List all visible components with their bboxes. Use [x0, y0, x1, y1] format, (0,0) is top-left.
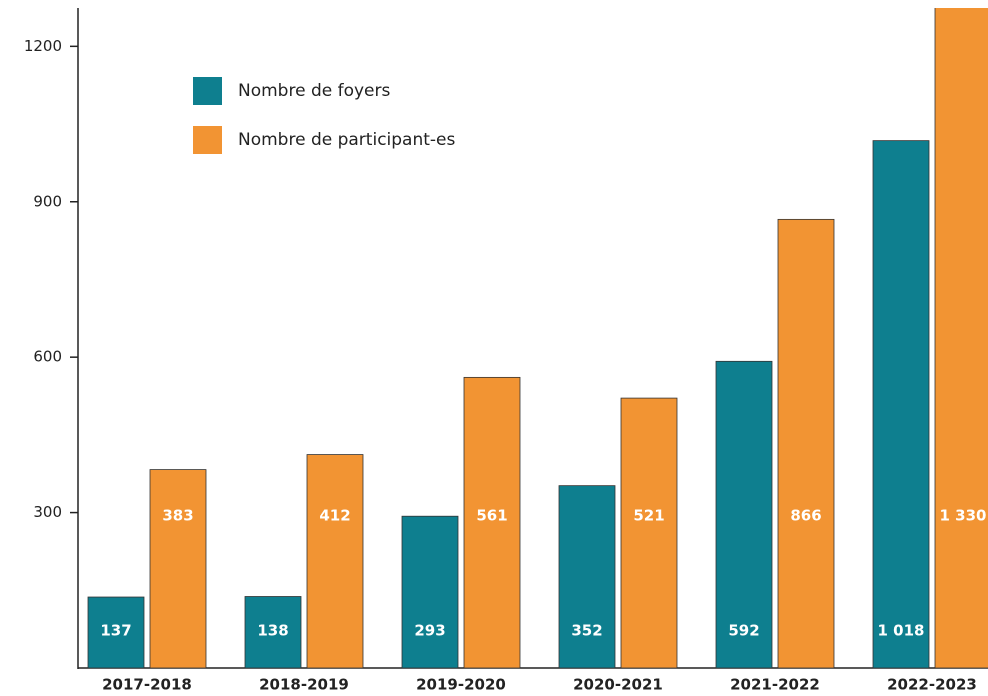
value-label: 383 [162, 507, 193, 525]
bar [306, 454, 364, 669]
y-tick-label: 1200 [24, 37, 62, 55]
value-label: 592 [728, 622, 759, 640]
x-tick-label: 2020-2021 [573, 676, 663, 694]
bar [777, 218, 835, 669]
value-label: 412 [319, 507, 350, 525]
bar [244, 596, 302, 669]
value-label: 561 [476, 507, 507, 525]
value-label: 138 [257, 622, 288, 640]
bar [149, 469, 207, 669]
value-label: 1 330 [940, 507, 987, 525]
legend-label: Nombre de foyers [238, 81, 390, 101]
bar [934, 8, 988, 669]
bar [558, 485, 616, 669]
value-label: 866 [790, 507, 821, 525]
bar [463, 376, 521, 669]
value-label: 1 018 [878, 622, 925, 640]
value-label: 293 [414, 622, 445, 640]
y-tick-label: 900 [33, 192, 62, 210]
y-tick-label: 300 [33, 503, 62, 521]
bar [87, 596, 145, 669]
value-label: 521 [633, 507, 664, 525]
value-label: 352 [571, 622, 602, 640]
x-tick-label: 2018-2019 [259, 676, 349, 694]
plot-area [87, 8, 988, 669]
y-tick-label: 600 [33, 348, 62, 366]
x-tick-label: 2021-2022 [730, 676, 820, 694]
x-tick-label: 2017-2018 [102, 676, 192, 694]
legend-label: Nombre de participant-es [238, 130, 455, 150]
legend-swatch [193, 126, 222, 154]
bar [620, 397, 678, 669]
x-tick-label: 2022-2023 [887, 676, 977, 694]
legend-swatch [193, 77, 222, 105]
value-label: 137 [100, 622, 131, 640]
bar [872, 140, 930, 669]
bar [715, 360, 773, 669]
bar [401, 515, 459, 669]
x-tick-label: 2019-2020 [416, 676, 506, 694]
